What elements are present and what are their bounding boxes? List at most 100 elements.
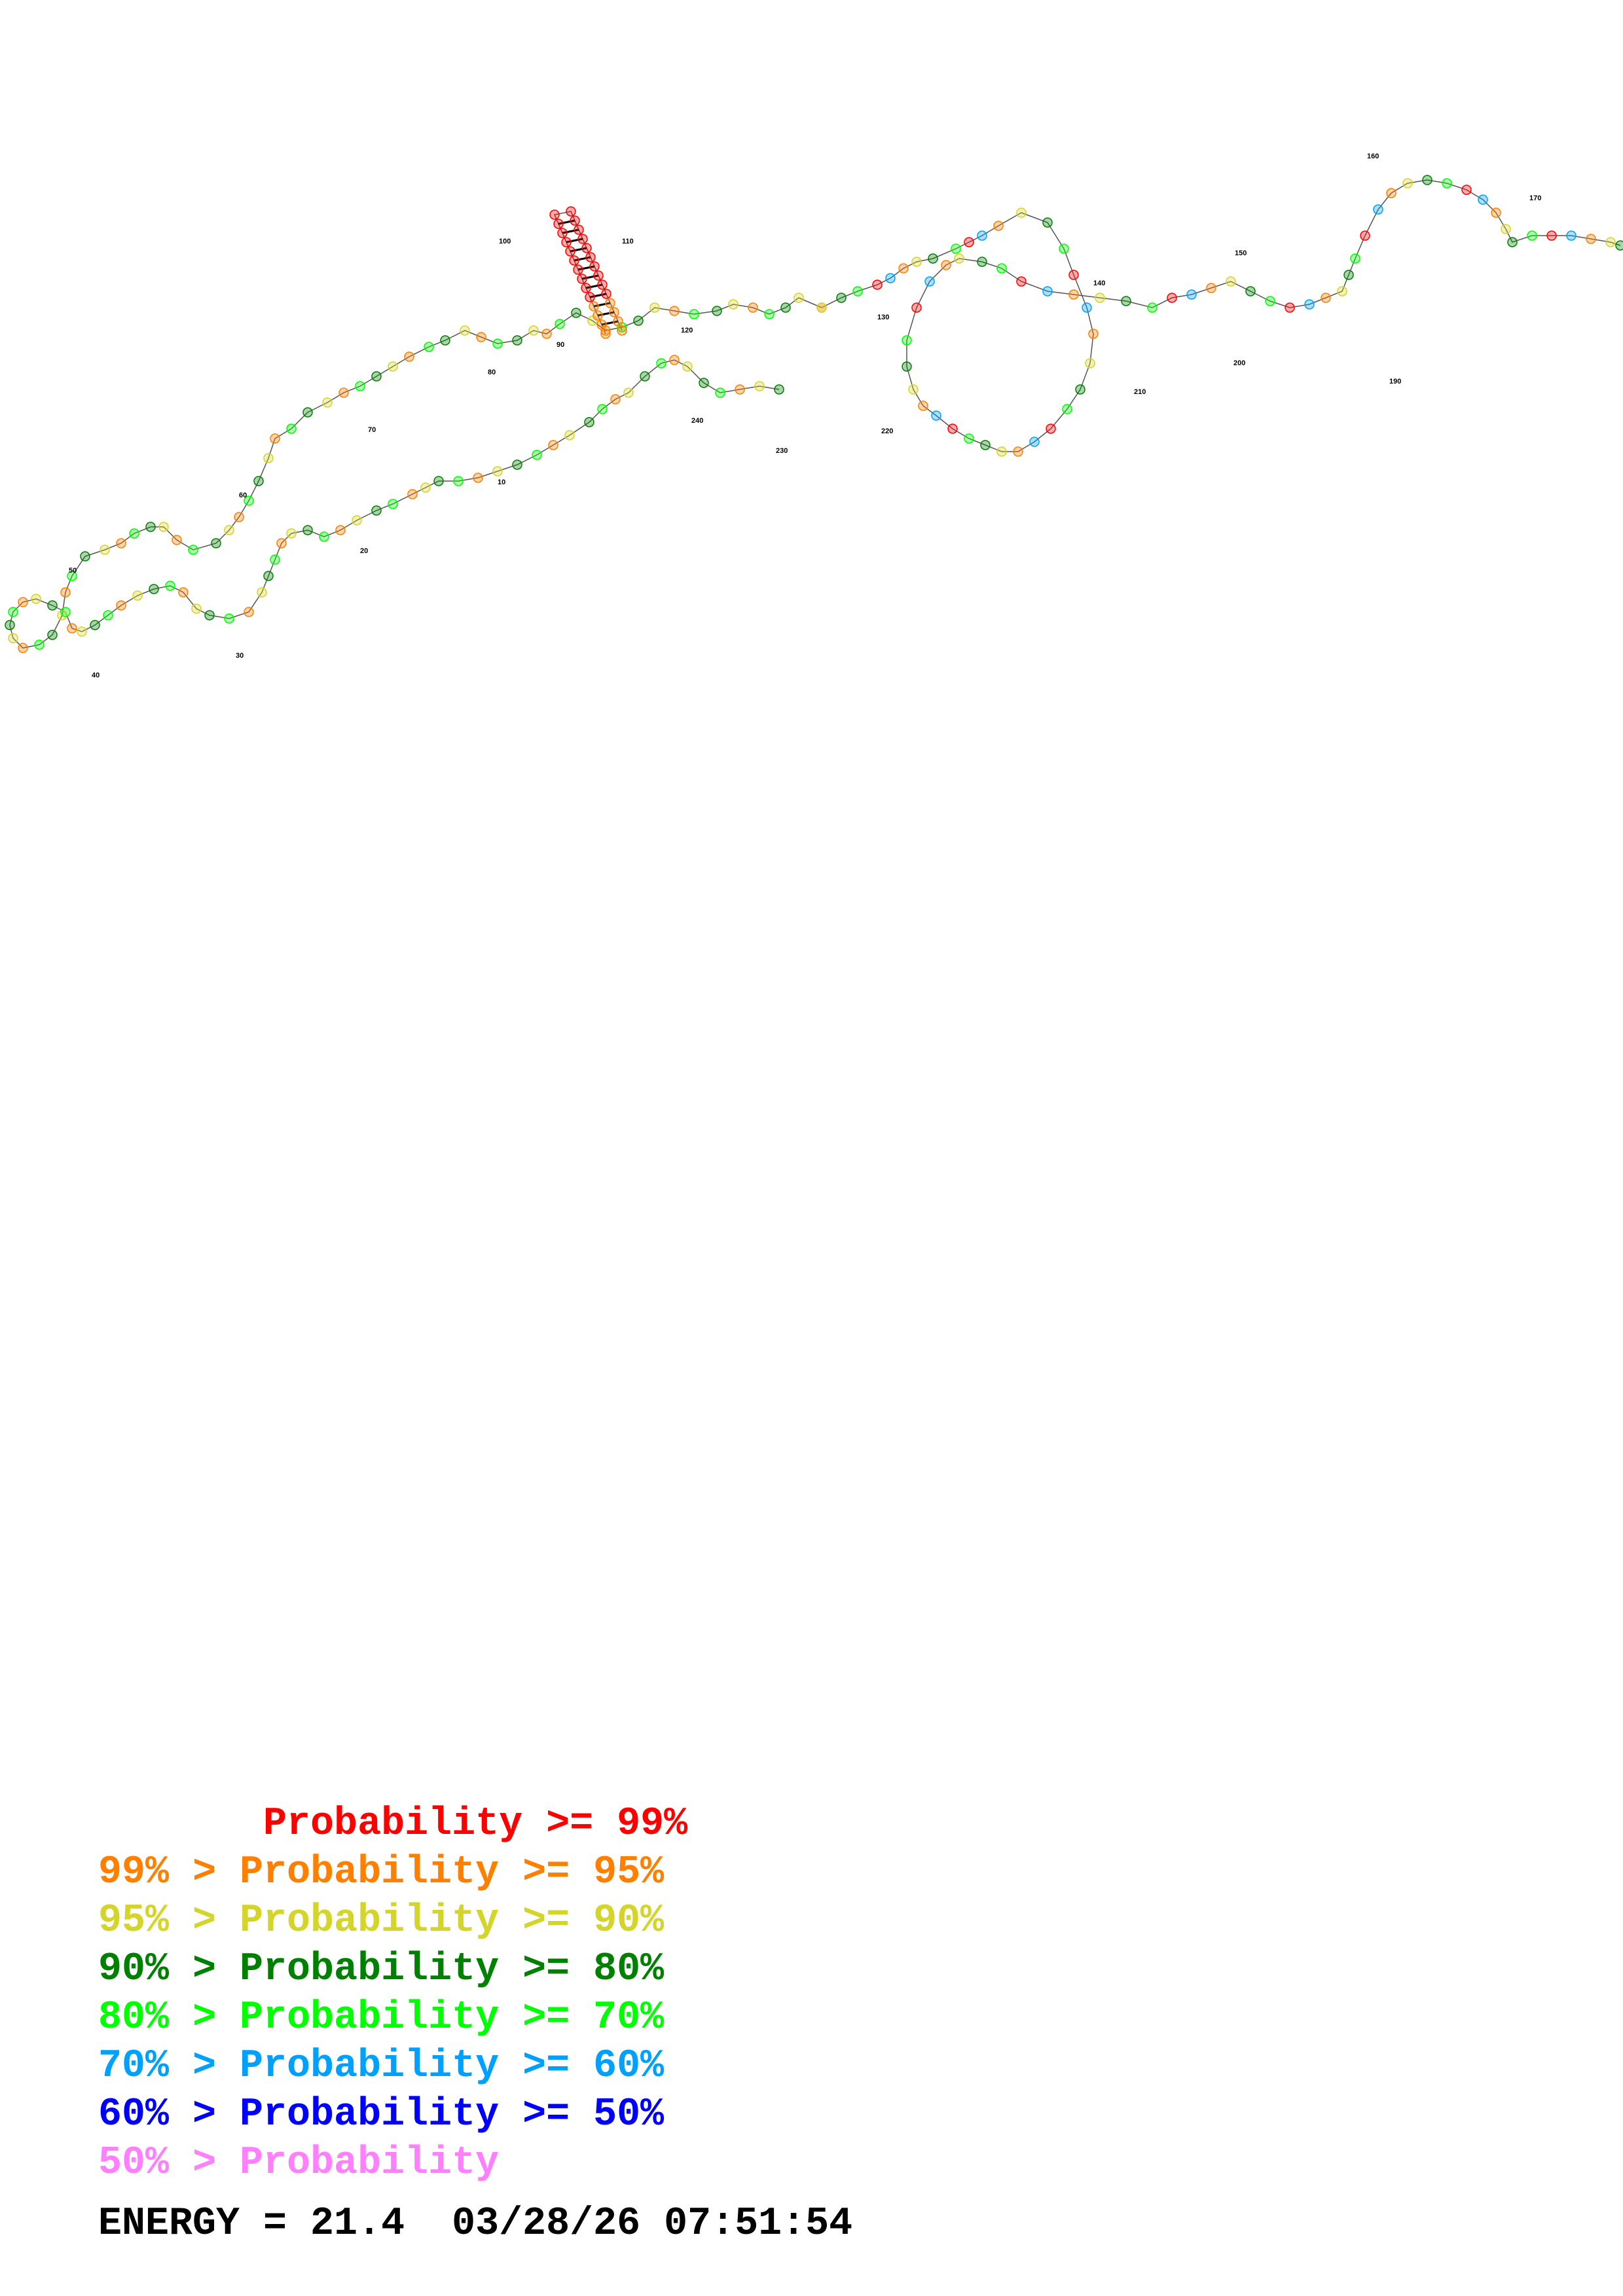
nucleotide [964, 433, 974, 444]
position-label-130: 130 [877, 314, 889, 321]
nucleotide [388, 361, 398, 372]
nucleotide [1350, 253, 1360, 264]
nucleotide [1059, 243, 1069, 254]
nucleotide [1373, 204, 1383, 215]
nucleotide [793, 293, 804, 303]
nucleotide [1062, 404, 1072, 414]
position-label-40: 40 [92, 672, 100, 679]
nucleotide [553, 219, 564, 229]
nucleotide [420, 482, 431, 493]
nucleotide [286, 423, 297, 434]
nucleotide [573, 264, 583, 275]
nucleotide [1068, 289, 1079, 300]
base-pair-bond [597, 311, 615, 317]
nucleotide [581, 243, 592, 253]
nucleotide [31, 594, 41, 604]
base-pair-bond [593, 302, 611, 308]
nucleotide [1016, 207, 1027, 218]
nucleotide [585, 292, 595, 302]
nucleotide [1507, 237, 1518, 247]
nucleotide [1068, 270, 1079, 280]
nucleotide [1546, 230, 1557, 241]
nucleotide [911, 302, 922, 313]
nucleotide [407, 489, 418, 499]
nucleotide [589, 301, 599, 312]
nucleotide [1245, 286, 1256, 296]
nucleotide [1186, 289, 1197, 300]
position-label-10: 10 [498, 478, 505, 486]
nucleotide [993, 221, 1004, 231]
position-label-60: 60 [239, 492, 247, 499]
nucleotide [728, 299, 739, 310]
nucleotide [715, 387, 725, 398]
nucleotide [100, 545, 110, 555]
position-label-120: 120 [681, 327, 693, 334]
nucleotide [388, 499, 398, 509]
nucleotide [640, 371, 650, 382]
legend-row-70: 80% > Probability >= 70% [98, 1996, 665, 2040]
nucleotide [67, 571, 77, 581]
nucleotide [555, 319, 565, 329]
legend-row-below-50: 50% > Probability [98, 2141, 500, 2185]
nucleotide [947, 423, 958, 434]
nucleotide [335, 525, 346, 535]
nucleotide [1501, 224, 1511, 234]
legend-row-60: 70% > Probability >= 60% [98, 2044, 665, 2089]
nucleotide [928, 253, 938, 264]
nucleotide [1566, 230, 1577, 241]
nucleotide [1491, 207, 1501, 218]
position-label-210: 210 [1134, 388, 1146, 396]
nucleotide [1343, 270, 1354, 280]
nucleotide [548, 440, 558, 450]
nucleotide [244, 607, 254, 617]
nucleotide [633, 315, 644, 326]
nucleotide [748, 302, 758, 313]
nucleotide [371, 371, 382, 382]
legend-row-80: 90% > Probability >= 80% [98, 1947, 665, 1992]
nucleotide [754, 381, 765, 391]
nucleotide [609, 307, 619, 317]
nucleotide [541, 329, 552, 339]
nucleotide [158, 522, 169, 532]
nucleotide [669, 355, 680, 365]
nucleotide [276, 538, 287, 548]
nucleotide [433, 476, 444, 486]
nucleotide [116, 538, 126, 548]
position-label-140: 140 [1093, 279, 1105, 287]
nucleotide [1147, 302, 1158, 313]
nucleotide [1046, 423, 1056, 434]
nucleotide [577, 234, 588, 244]
nucleotide [712, 306, 722, 316]
nucleotide [453, 476, 464, 486]
position-label-240: 240 [691, 417, 703, 425]
nucleotide [103, 610, 113, 620]
position-label-30: 30 [236, 652, 244, 660]
nucleotide [371, 505, 382, 516]
position-label-70: 70 [368, 426, 376, 434]
nucleotide [34, 639, 45, 650]
nucleotide [178, 587, 189, 598]
nucleotide [908, 384, 919, 395]
nucleotide [270, 554, 280, 565]
nucleotide [1167, 293, 1177, 303]
nucleotide [996, 263, 1007, 274]
nucleotide [1605, 237, 1616, 247]
nucleotide [613, 316, 623, 327]
nucleotide [549, 209, 560, 220]
nucleotide [244, 495, 254, 506]
nucleotide [145, 522, 156, 532]
nucleotide [735, 384, 745, 395]
nucleotide [597, 404, 608, 414]
position-label-20: 20 [360, 547, 368, 555]
nucleotide [872, 279, 883, 290]
nucleotide [1088, 329, 1099, 339]
nucleotide [623, 387, 634, 398]
base-pair-bond [566, 238, 583, 243]
nucleotide [610, 394, 621, 404]
nucleotide [557, 228, 568, 238]
base-pair-bond [581, 274, 599, 280]
nucleotide [589, 261, 600, 272]
position-label-160: 160 [1367, 152, 1379, 160]
nucleotide [77, 626, 87, 637]
nucleotide [424, 342, 434, 352]
